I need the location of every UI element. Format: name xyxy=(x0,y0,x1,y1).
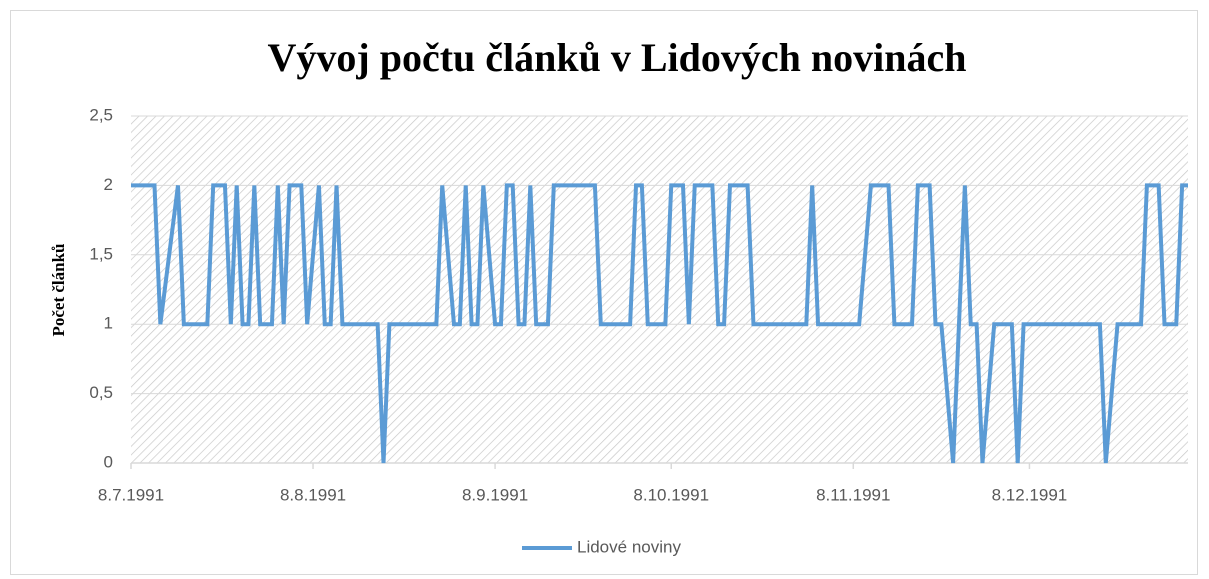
x-tick-label: 8.9.1991 xyxy=(462,485,528,504)
y-tick-label: 2,5 xyxy=(89,105,113,124)
y-tick-label: 0,5 xyxy=(89,383,113,402)
y-tick-label: 1,5 xyxy=(89,244,113,263)
x-tick-label: 8.8.1991 xyxy=(280,485,346,504)
chart-title: Vývoj počtu článků v Lidových novinách xyxy=(267,35,966,80)
x-tick-label: 8.7.1991 xyxy=(98,485,164,504)
x-tick-label: 8.10.1991 xyxy=(633,485,709,504)
legend-label: Lidové noviny xyxy=(577,537,681,556)
x-tick-label: 8.12.1991 xyxy=(992,485,1068,504)
y-tick-label: 0 xyxy=(104,452,113,471)
y-tick-label: 2 xyxy=(104,175,113,194)
plot-area xyxy=(131,116,1188,463)
y-tick-label: 1 xyxy=(104,314,113,333)
data-line xyxy=(131,183,1188,464)
x-tick-label: 8.11.1991 xyxy=(816,485,890,504)
y-axis-label: Počet článků xyxy=(49,243,68,336)
